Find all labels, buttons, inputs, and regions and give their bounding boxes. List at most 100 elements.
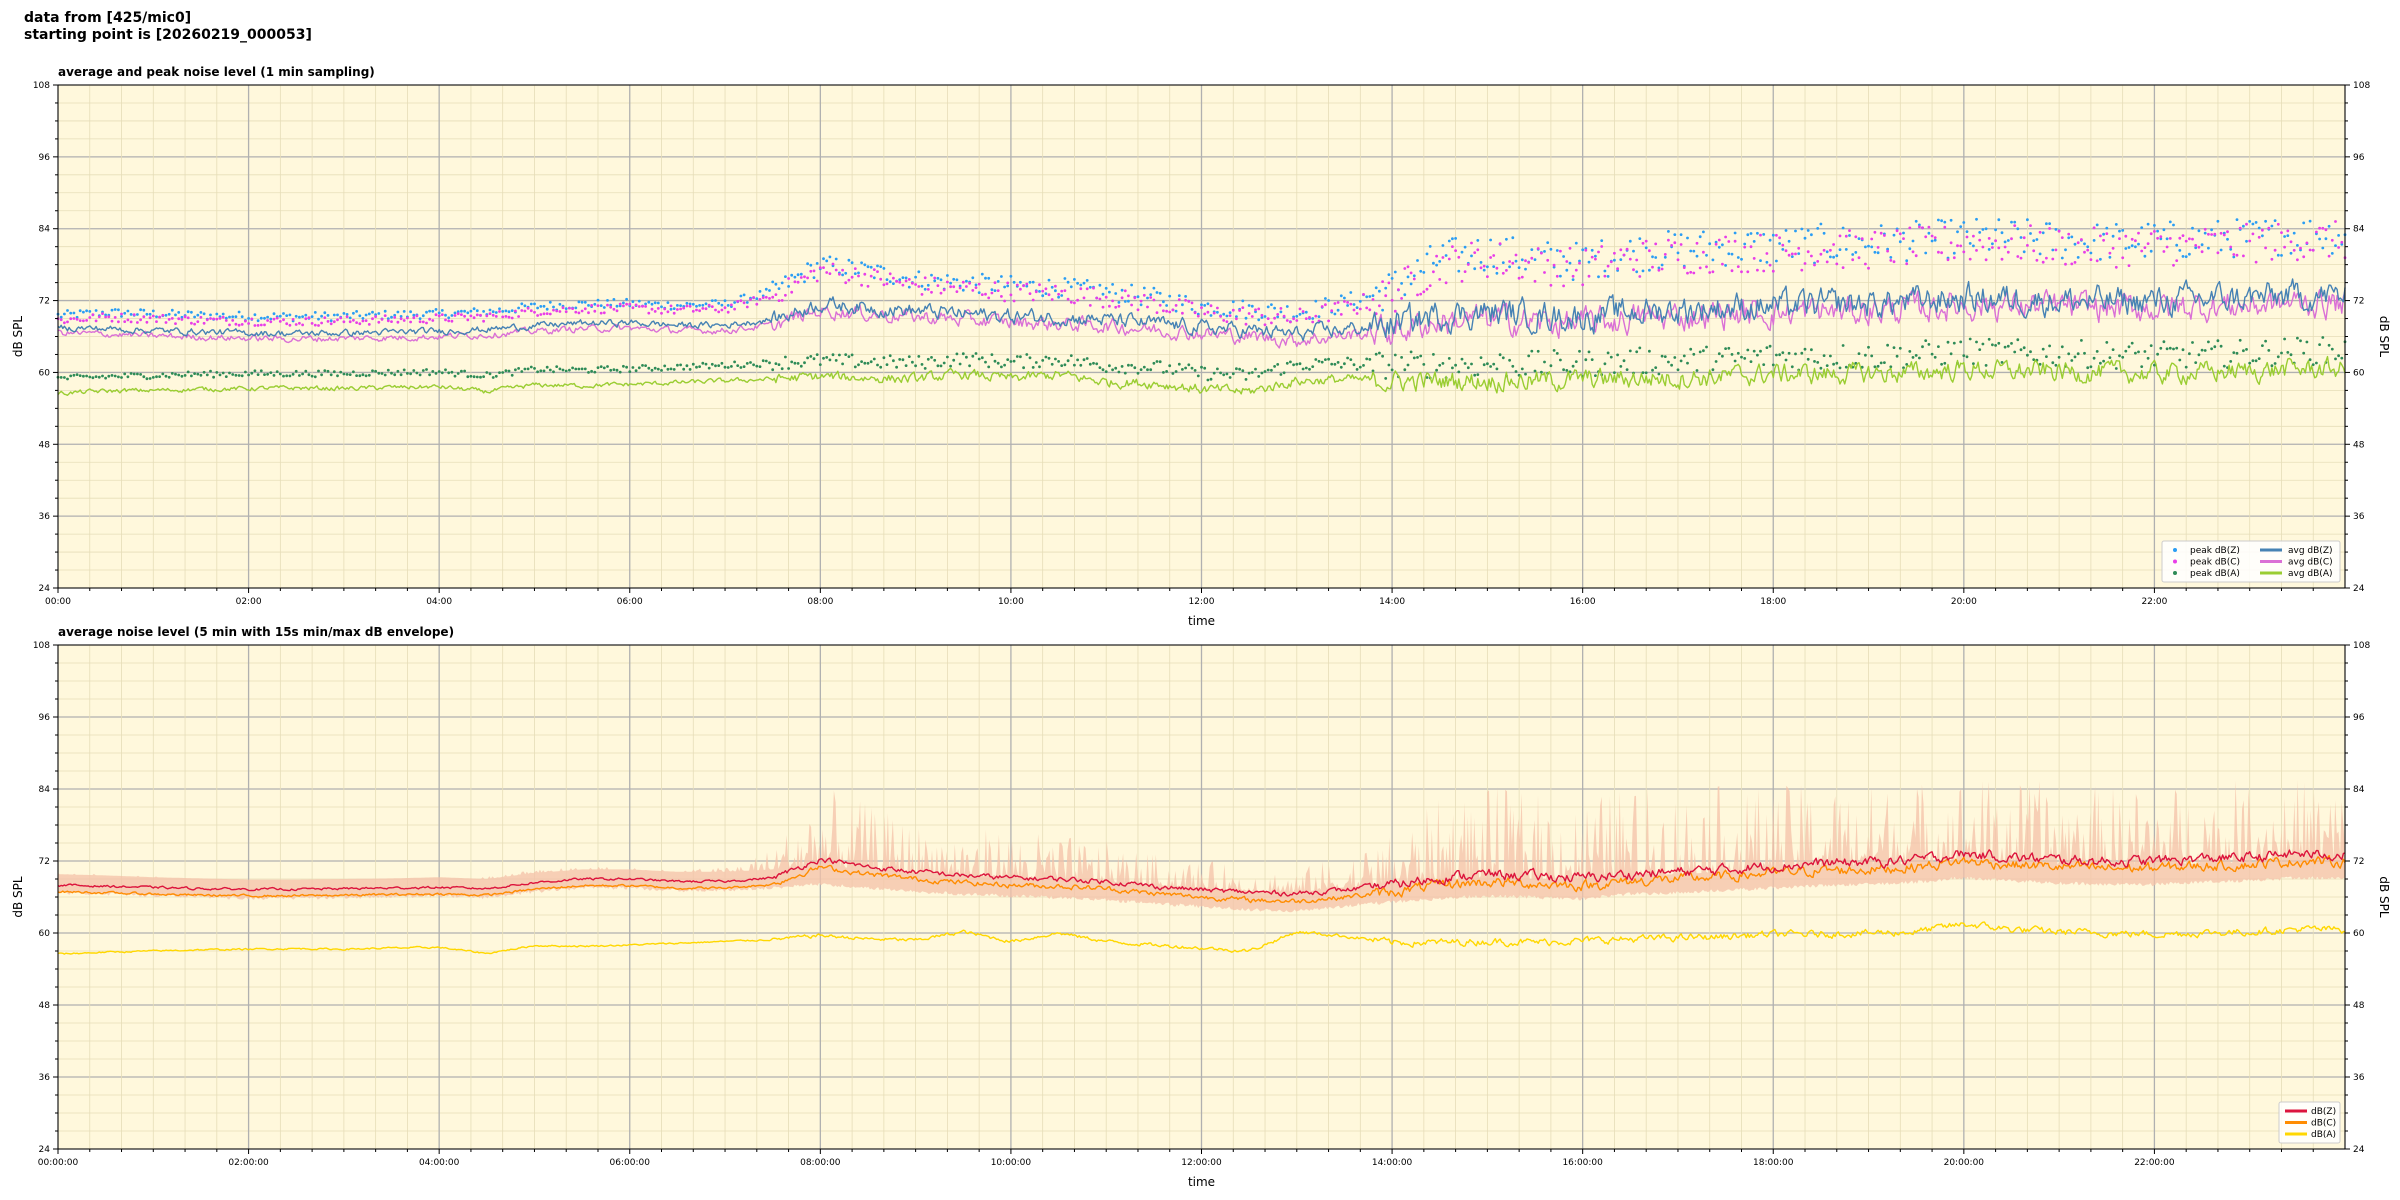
peak-point: [1520, 275, 1524, 279]
peak-point: [1768, 263, 1772, 267]
peak-point: [1206, 302, 1210, 306]
peak-point: [1524, 267, 1527, 271]
peak-point: [2149, 232, 2153, 236]
peak-point: [1949, 241, 1953, 245]
peak-point: [1994, 239, 1997, 243]
peak-point: [1911, 356, 1915, 359]
peak-point: [1489, 256, 1492, 259]
peak-point: [1114, 292, 1118, 295]
peak-point: [1270, 303, 1273, 306]
peak-point: [1638, 237, 1642, 241]
peak-point: [2308, 248, 2312, 252]
peak-point: [396, 310, 400, 314]
peak-point: [656, 301, 660, 305]
peak-point: [1724, 347, 1727, 350]
peak-point: [2092, 356, 2096, 360]
peak-point: [237, 374, 241, 377]
peak-point: [2270, 364, 2274, 368]
peak-point: [2105, 232, 2109, 236]
peak-point: [1320, 360, 1324, 364]
peak-point: [1711, 368, 1715, 372]
peak-point: [2311, 248, 2315, 252]
peak-point: [72, 317, 76, 320]
peak-point: [1149, 296, 1153, 299]
peak-point: [91, 376, 95, 380]
peak-point: [815, 262, 819, 265]
peak-point: [838, 353, 841, 357]
peak-point: [1247, 312, 1251, 315]
peak-point: [456, 372, 460, 375]
peak-point: [1543, 250, 1546, 253]
y-tick-label-right: 24: [2353, 584, 2365, 594]
peak-point: [1304, 366, 1308, 370]
peak-point: [1844, 365, 1848, 369]
peak-point: [1311, 317, 1315, 320]
peak-point: [2280, 254, 2283, 257]
peak-point: [828, 272, 832, 275]
peak-point: [1476, 248, 1480, 252]
peak-point: [317, 317, 320, 321]
peak-point: [548, 300, 552, 304]
peak-point: [1816, 260, 1820, 263]
peak-point: [437, 314, 441, 318]
peak-point: [2270, 224, 2274, 228]
peak-point: [2264, 246, 2268, 250]
peak-point: [1482, 363, 1486, 367]
peak-point: [266, 372, 269, 376]
peak-point: [1651, 265, 1654, 269]
peak-point: [1844, 248, 1848, 251]
peak-point: [1978, 231, 1982, 234]
peak-point: [850, 353, 854, 357]
peak-point: [1247, 371, 1251, 375]
y-tick-label-right: 48: [2353, 440, 2365, 450]
peak-point: [2242, 224, 2245, 228]
y-tick-label-right: 60: [2353, 368, 2365, 378]
peak-point: [2184, 365, 2188, 369]
peak-point: [1374, 352, 1378, 356]
peak-point: [1190, 301, 1194, 305]
peak-point: [1695, 369, 1699, 372]
peak-point: [1749, 245, 1753, 249]
peak-point: [285, 314, 289, 317]
peak-point: [1203, 304, 1207, 307]
peak-point: [904, 276, 908, 280]
peak-point: [1517, 266, 1521, 269]
peak-point: [463, 309, 466, 313]
peak-point: [2200, 348, 2204, 352]
peak-point: [583, 300, 587, 304]
peak-point: [193, 372, 197, 375]
peak-point: [904, 364, 908, 367]
peak-point: [726, 304, 730, 307]
peak-point: [2248, 239, 2252, 243]
bottom-series: [57, 849, 2346, 955]
peak-point: [355, 321, 358, 324]
x-tick-label: 06:00:00: [610, 1158, 651, 1168]
peak-point: [2219, 231, 2223, 235]
peak-point: [580, 300, 584, 304]
peak-point: [1057, 292, 1060, 296]
peak-point: [1574, 360, 1578, 363]
peak-point: [793, 280, 797, 284]
peak-point: [196, 313, 200, 317]
peak-point: [326, 320, 330, 323]
peak-point: [472, 375, 476, 379]
peak-point: [1673, 233, 1677, 237]
peak-point: [120, 312, 123, 316]
peak-point: [1346, 304, 1349, 307]
peak-point: [745, 301, 749, 304]
peak-point: [1768, 344, 1772, 348]
peak-point: [1933, 236, 1937, 240]
peak-point: [1968, 242, 1972, 245]
peak-point: [685, 304, 689, 308]
peak-point: [2121, 355, 2125, 359]
peak-point: [1943, 361, 1947, 365]
peak-point: [1374, 286, 1378, 290]
peak-point: [2257, 226, 2261, 230]
peak-point: [1810, 254, 1813, 258]
peak-point: [2156, 229, 2160, 233]
peak-point: [717, 364, 721, 367]
peak-point: [2296, 244, 2299, 247]
peak-point: [288, 313, 292, 317]
peak-point: [542, 312, 546, 316]
